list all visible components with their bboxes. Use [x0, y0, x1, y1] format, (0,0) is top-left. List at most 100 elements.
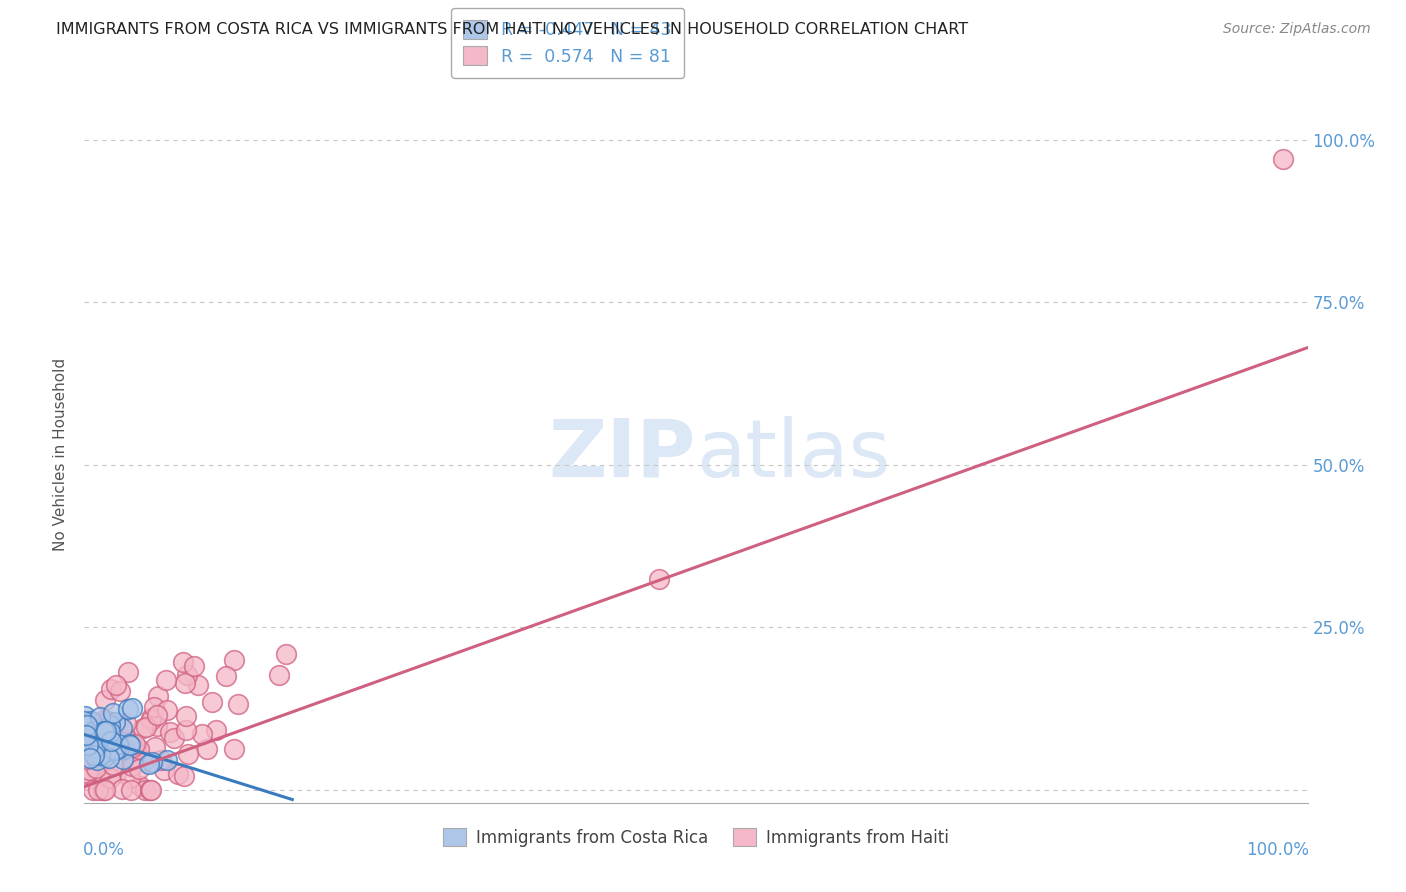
- Point: [118, 737, 141, 751]
- Point: [93, 724, 115, 739]
- Point: [111, 782, 134, 797]
- Point: [83, 724, 105, 739]
- Point: [82, 782, 104, 797]
- Point: [73, 709, 96, 723]
- Point: [141, 711, 163, 725]
- Point: [93, 724, 115, 739]
- Point: [86, 782, 108, 797]
- Point: [177, 747, 200, 761]
- Point: [98, 718, 121, 732]
- Point: [110, 721, 132, 735]
- Point: [138, 782, 160, 797]
- Text: ZIP: ZIP: [548, 416, 696, 494]
- Point: [122, 750, 145, 764]
- Point: [143, 700, 166, 714]
- Point: [183, 659, 205, 673]
- Point: [73, 714, 96, 729]
- Point: [94, 782, 117, 797]
- Point: [149, 753, 172, 767]
- Point: [98, 751, 121, 765]
- Point: [135, 720, 157, 734]
- Point: [176, 668, 198, 682]
- Point: [107, 715, 129, 730]
- Point: [138, 757, 160, 772]
- Point: [274, 647, 297, 661]
- Point: [77, 763, 100, 777]
- Point: [173, 676, 195, 690]
- Point: [105, 766, 128, 780]
- Point: [648, 572, 671, 586]
- Point: [121, 740, 143, 755]
- Point: [103, 743, 125, 757]
- Point: [79, 729, 101, 743]
- Text: atlas: atlas: [696, 416, 890, 494]
- Point: [94, 715, 117, 730]
- Point: [79, 717, 101, 731]
- Point: [145, 719, 167, 733]
- Point: [215, 669, 238, 683]
- Point: [197, 742, 219, 756]
- Point: [162, 731, 184, 745]
- Point: [121, 759, 143, 773]
- Point: [172, 656, 194, 670]
- Point: [111, 752, 134, 766]
- Point: [93, 713, 115, 727]
- Point: [118, 771, 141, 785]
- Point: [120, 739, 142, 753]
- Point: [134, 782, 156, 797]
- Point: [146, 708, 169, 723]
- Point: [124, 737, 146, 751]
- Point: [77, 741, 100, 756]
- Point: [76, 739, 98, 753]
- Legend: Immigrants from Costa Rica, Immigrants from Haiti: Immigrants from Costa Rica, Immigrants f…: [436, 822, 956, 854]
- Point: [80, 714, 103, 728]
- Point: [174, 709, 197, 723]
- Point: [267, 667, 290, 681]
- Point: [91, 782, 114, 797]
- Point: [76, 752, 98, 766]
- Point: [79, 730, 101, 744]
- Point: [204, 723, 226, 737]
- Point: [97, 714, 120, 729]
- Point: [112, 741, 135, 756]
- Point: [94, 723, 117, 738]
- Point: [1272, 152, 1295, 166]
- Point: [120, 751, 142, 765]
- Point: [86, 753, 108, 767]
- Point: [167, 767, 190, 781]
- Point: [101, 758, 124, 772]
- Point: [76, 766, 98, 780]
- Point: [226, 697, 249, 711]
- Point: [121, 701, 143, 715]
- Point: [155, 673, 177, 687]
- Point: [132, 721, 155, 735]
- Point: [120, 782, 142, 797]
- Point: [201, 695, 224, 709]
- Point: [89, 748, 111, 763]
- Point: [84, 731, 107, 745]
- Point: [91, 733, 114, 747]
- Point: [104, 714, 127, 729]
- Point: [152, 763, 174, 777]
- Y-axis label: No Vehicles in Household: No Vehicles in Household: [53, 359, 69, 551]
- Point: [94, 720, 117, 734]
- Point: [141, 755, 163, 769]
- Point: [84, 761, 107, 775]
- Point: [76, 738, 98, 752]
- Point: [105, 678, 128, 692]
- Point: [128, 779, 150, 793]
- Point: [146, 689, 169, 703]
- Point: [94, 693, 117, 707]
- Point: [101, 706, 124, 721]
- Point: [100, 734, 122, 748]
- Point: [98, 771, 121, 785]
- Point: [156, 754, 179, 768]
- Point: [100, 681, 122, 696]
- Text: Source: ZipAtlas.com: Source: ZipAtlas.com: [1223, 22, 1371, 37]
- Text: 0.0%: 0.0%: [83, 841, 125, 859]
- Point: [100, 743, 122, 757]
- Point: [222, 653, 245, 667]
- Point: [114, 716, 136, 731]
- Point: [83, 748, 105, 763]
- Point: [132, 754, 155, 768]
